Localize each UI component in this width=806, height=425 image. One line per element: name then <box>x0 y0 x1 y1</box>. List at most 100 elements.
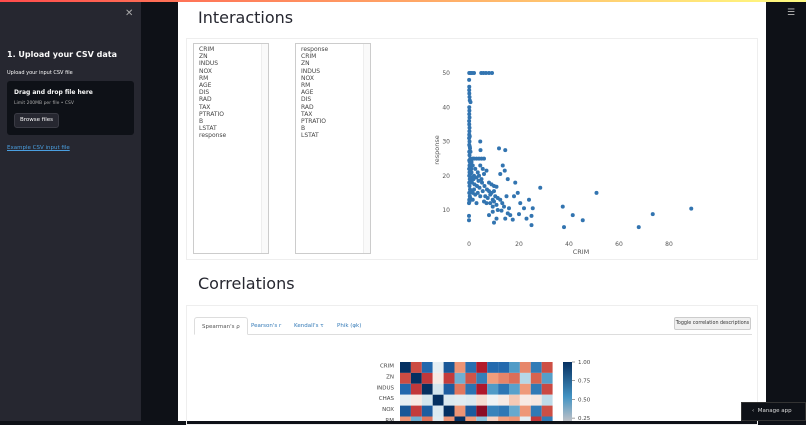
tab-phik[interactable]: Phik (φk) <box>337 323 362 329</box>
heatmap-cell <box>400 405 411 417</box>
heatmap-cell <box>465 372 477 384</box>
heatmap-cell <box>454 383 466 395</box>
heatmap-cell <box>519 383 531 395</box>
heatmap-cell <box>421 394 433 406</box>
scatter-point <box>471 177 476 182</box>
scatter-point <box>467 94 472 99</box>
list-option[interactable]: response <box>199 132 227 140</box>
heatmap-cell <box>487 394 499 406</box>
heatmap-cell <box>454 405 466 417</box>
list-option[interactable]: RAD <box>301 103 314 111</box>
heatmap-cell <box>465 383 477 395</box>
browse-files-button[interactable]: Browse files <box>14 113 59 128</box>
list-option[interactable]: INDUS <box>199 60 219 68</box>
scatter-point <box>469 166 474 171</box>
scatter-point <box>469 170 474 175</box>
list-option[interactable]: ZN <box>199 53 208 61</box>
scatter-point <box>505 211 510 216</box>
heatmap-cell <box>432 416 444 421</box>
scatter-point <box>467 108 472 113</box>
heatmap-cell <box>432 405 444 417</box>
hamburger-menu-icon[interactable]: ☰ <box>787 8 796 18</box>
list-option[interactable]: PTRATIO <box>301 118 327 126</box>
list-option[interactable]: TAX <box>199 103 211 111</box>
heatmap-cell <box>400 416 411 421</box>
top-decoration <box>0 0 806 2</box>
scatter-point <box>479 177 484 182</box>
list-option[interactable]: TAX <box>301 110 313 118</box>
scatter-point <box>505 177 510 182</box>
scatter-point <box>494 216 499 221</box>
x-tick-label: 80 <box>665 241 673 248</box>
scatter-point <box>522 206 526 211</box>
heatmap-cell <box>465 362 477 373</box>
list-option[interactable]: AGE <box>199 82 212 90</box>
scrollbar[interactable] <box>363 44 370 253</box>
list-option[interactable]: NOX <box>301 74 314 82</box>
list-option[interactable]: PTRATIO <box>199 110 225 118</box>
list-option[interactable]: NOX <box>199 67 212 75</box>
list-option[interactable]: DIS <box>199 89 210 97</box>
heatmap-row-label: RM <box>385 418 394 421</box>
scatter-point <box>467 218 471 223</box>
scatter-point <box>502 204 506 209</box>
list-option[interactable]: RM <box>301 82 311 90</box>
heatmap-cell <box>519 416 531 421</box>
heatmap-cell <box>443 405 455 417</box>
list-option[interactable]: INDUS <box>301 67 321 75</box>
y-variable-list[interactable]: response CRIM ZN INDUS NOX RM AGE DIS RAD TAX PTRA… <box>295 43 371 254</box>
scatter-point <box>470 163 475 168</box>
x-variable-list[interactable]: CRIM ZN INDUS NOX RM AGE DIS RAD TAX PTRATIO B LSTA… <box>193 43 269 254</box>
scatter-point <box>478 139 483 144</box>
correlation-tabs: Spearman's ρ Pearson's r Kendall's τ Phi… <box>194 317 752 335</box>
tab-spearman[interactable]: Spearman's ρ <box>194 317 248 335</box>
list-option[interactable]: B <box>301 125 306 133</box>
list-option[interactable]: CRIM <box>301 53 317 61</box>
scatter-point <box>487 213 491 218</box>
heatmap-cell <box>465 416 477 421</box>
scatter-point <box>517 212 521 217</box>
tab-pearson[interactable]: Pearson's r <box>251 323 282 329</box>
scatter-point <box>529 223 534 228</box>
scrollbar[interactable] <box>261 44 268 253</box>
heatmap-cell <box>498 405 509 417</box>
scatter-point <box>467 118 472 123</box>
heatmap-cell <box>476 372 488 384</box>
scatter-point <box>560 204 565 209</box>
list-option[interactable]: AGE <box>301 89 314 97</box>
heatmap-cell <box>443 416 455 421</box>
example-csv-link[interactable]: Example CSV input file <box>7 145 70 151</box>
scatter-point <box>477 173 481 178</box>
y-tick-label: 20 <box>442 173 450 180</box>
scatter-point <box>510 217 515 222</box>
heatmap-cell <box>410 416 422 421</box>
manage-app-button[interactable]: ‹ Manage app <box>741 402 806 421</box>
list-option[interactable]: response <box>301 46 329 53</box>
scatter-point <box>529 213 534 218</box>
list-option[interactable]: CRIM <box>199 46 215 53</box>
scatter-point <box>468 146 472 151</box>
scatter-point <box>492 220 496 225</box>
list-option[interactable]: ZN <box>301 60 310 68</box>
scatter-point <box>477 185 482 190</box>
list-option[interactable]: LSTAT <box>301 132 319 140</box>
list-option[interactable]: LSTAT <box>199 125 217 133</box>
list-option[interactable]: B <box>199 118 204 126</box>
correlation-heatmap: CRIM ZN INDUS CHAS NOX RM 1.00 0.75 0.50 0.25 <box>377 360 591 421</box>
x-tick-label: 20 <box>515 241 523 248</box>
heatmap-cell <box>530 394 542 406</box>
tab-kendall[interactable]: Kendall's τ <box>294 323 324 329</box>
list-option[interactable]: RAD <box>199 96 212 104</box>
heatmap-cell <box>421 405 433 417</box>
scatter-point <box>475 190 480 195</box>
toggle-descriptions-button[interactable]: Toggle correlation descriptions <box>674 317 751 330</box>
heatmap-cell <box>443 362 455 373</box>
close-icon[interactable]: ✕ <box>125 8 134 19</box>
list-option[interactable]: RM <box>199 74 209 82</box>
x-tick-label: 40 <box>565 241 573 248</box>
list-option[interactable]: DIS <box>301 96 312 104</box>
scatter-point <box>467 184 472 189</box>
scatter-point <box>494 202 499 207</box>
file-dropzone[interactable]: Drag and drop file here Limit 200MB per … <box>7 81 134 135</box>
x-tick-label: 0 <box>467 241 471 248</box>
